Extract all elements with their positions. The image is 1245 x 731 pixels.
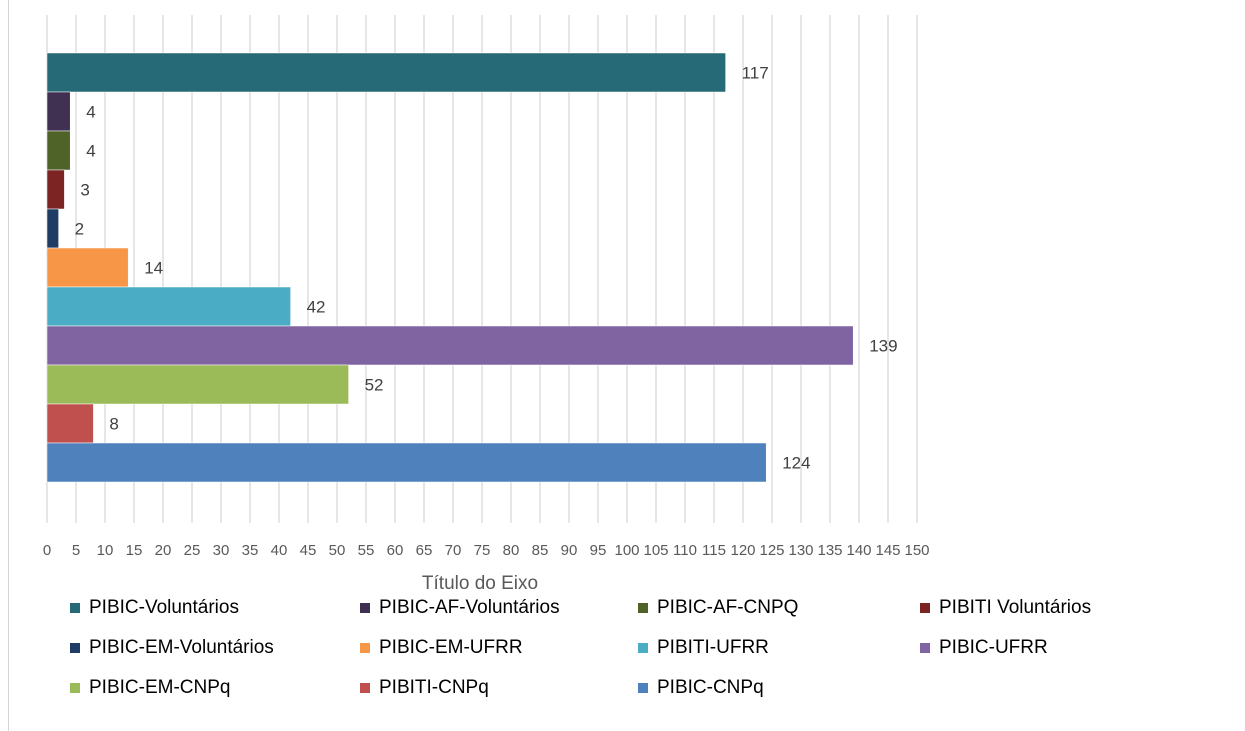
x-tick-label: 35 bbox=[242, 542, 259, 559]
legend-item: PIBIC-CNPq bbox=[638, 677, 764, 699]
legend-swatch bbox=[70, 643, 80, 653]
x-tick-label: 0 bbox=[43, 542, 51, 559]
x-tick-label: 100 bbox=[614, 542, 639, 559]
x-tick-label: 55 bbox=[358, 542, 375, 559]
legend-label: PIBIC-EM-CNPq bbox=[89, 677, 231, 698]
bar bbox=[46, 247, 129, 288]
legend-swatch bbox=[70, 603, 80, 613]
legend-label: PIBIC-AF-Voluntários bbox=[379, 597, 560, 618]
x-tick-label: 70 bbox=[445, 542, 462, 559]
x-tick-label: 65 bbox=[416, 542, 433, 559]
data-label: 4 bbox=[86, 142, 95, 161]
x-tick-label: 120 bbox=[730, 542, 755, 559]
legend-item: PIBITI-UFRR bbox=[638, 637, 769, 659]
x-tick-label: 145 bbox=[875, 542, 900, 559]
bar bbox=[46, 325, 854, 366]
frame-border bbox=[8, 0, 9, 731]
bar bbox=[46, 286, 291, 327]
x-tick-label: 110 bbox=[673, 542, 697, 559]
legend-item: PIBIC-UFRR bbox=[920, 637, 1048, 659]
legend-label: PIBIC-AF-CNPQ bbox=[657, 597, 799, 618]
x-tick-label: 130 bbox=[788, 542, 813, 559]
bar bbox=[46, 91, 71, 132]
x-tick-label: 80 bbox=[503, 542, 520, 559]
legend-swatch bbox=[360, 683, 370, 693]
data-label: 4 bbox=[86, 103, 95, 122]
bar bbox=[46, 442, 767, 483]
legend-swatch bbox=[360, 603, 370, 613]
legend-label: PIBITI-CNPq bbox=[379, 677, 489, 698]
data-label: 139 bbox=[869, 337, 897, 356]
data-label: 8 bbox=[109, 415, 118, 434]
legend-label: PIBITI Voluntários bbox=[939, 597, 1092, 618]
bar bbox=[46, 52, 726, 93]
bar bbox=[46, 403, 94, 444]
legend-item: PIBIC-EM-Voluntários bbox=[70, 637, 274, 659]
x-axis-title: Título do Eixo bbox=[422, 573, 538, 594]
x-tick-label: 125 bbox=[759, 542, 784, 559]
x-tick-label: 85 bbox=[532, 542, 549, 559]
x-tick-label: 30 bbox=[213, 542, 230, 559]
legend-label: PIBIC-UFRR bbox=[939, 637, 1048, 658]
legend-label: PIBIC-Voluntários bbox=[89, 597, 239, 618]
x-tick-label: 20 bbox=[155, 542, 172, 559]
legend-label: PIBIC-EM-Voluntários bbox=[89, 637, 274, 658]
x-tick-labels: 0 5 10 15 20 25 30 35 40 45 50 55 60 65 70 75 80 85 90 95 10… bbox=[43, 542, 930, 559]
bar-group bbox=[46, 52, 854, 483]
x-tick-label: 115 bbox=[702, 542, 726, 559]
data-label: 124 bbox=[782, 454, 810, 473]
legend-label: PIBITI-UFRR bbox=[657, 637, 769, 658]
legend-item: PIBIC-AF-Voluntários bbox=[360, 597, 560, 619]
legend-swatch bbox=[638, 603, 648, 613]
legend-item: PIBIC-EM-CNPq bbox=[70, 677, 230, 699]
legend-swatch bbox=[360, 643, 370, 653]
legend-item: PIBITI Voluntários bbox=[920, 597, 1091, 619]
data-label: 3 bbox=[80, 181, 89, 200]
bar bbox=[46, 208, 59, 249]
x-tick-label: 150 bbox=[904, 542, 929, 559]
data-label: 2 bbox=[75, 220, 84, 239]
data-label: 14 bbox=[144, 259, 163, 278]
legend-label: PIBIC-CNPq bbox=[657, 677, 764, 698]
x-tick-label: 75 bbox=[474, 542, 491, 559]
x-tick-label: 15 bbox=[126, 542, 143, 559]
x-tick-label: 140 bbox=[846, 542, 871, 559]
legend-item: PIBIC-Voluntários bbox=[70, 597, 239, 619]
x-tick-label: 95 bbox=[590, 542, 607, 559]
legend-item: PIBIC-AF-CNPQ bbox=[638, 597, 798, 619]
gridlines bbox=[46, 15, 918, 523]
data-label: 117 bbox=[742, 64, 769, 83]
bar bbox=[46, 169, 65, 210]
x-tick-label: 10 bbox=[97, 542, 114, 559]
legend-item: PIBIC-EM-UFRR bbox=[360, 637, 523, 659]
bar bbox=[46, 130, 71, 171]
legend-swatch bbox=[70, 683, 80, 693]
legend-label: PIBIC-EM-UFRR bbox=[379, 637, 523, 658]
x-tick-label: 5 bbox=[72, 542, 80, 559]
data-label: 52 bbox=[365, 376, 384, 395]
x-tick-label: 90 bbox=[561, 542, 578, 559]
data-label: 42 bbox=[307, 298, 326, 317]
data-label-group: 117 4 4 3 2 14 42 139 52 8 124 bbox=[75, 64, 898, 473]
bar-chart: 117 4 4 3 2 14 42 139 52 8 124 0 5 10 15 20 25 30 35 40 45 5… bbox=[43, 15, 930, 594]
legend-swatch bbox=[920, 643, 930, 653]
legend-swatch bbox=[638, 643, 648, 653]
legend-swatch bbox=[638, 683, 648, 693]
x-tick-label: 45 bbox=[300, 542, 317, 559]
bar bbox=[46, 364, 349, 405]
x-tick-label: 105 bbox=[643, 542, 668, 559]
legend-swatch bbox=[920, 603, 930, 613]
x-tick-label: 50 bbox=[329, 542, 346, 559]
x-tick-label: 40 bbox=[271, 542, 288, 559]
legend-item: PIBITI-CNPq bbox=[360, 677, 489, 699]
x-tick-label: 135 bbox=[817, 542, 842, 559]
x-tick-label: 60 bbox=[387, 542, 404, 559]
x-tick-label: 25 bbox=[184, 542, 201, 559]
